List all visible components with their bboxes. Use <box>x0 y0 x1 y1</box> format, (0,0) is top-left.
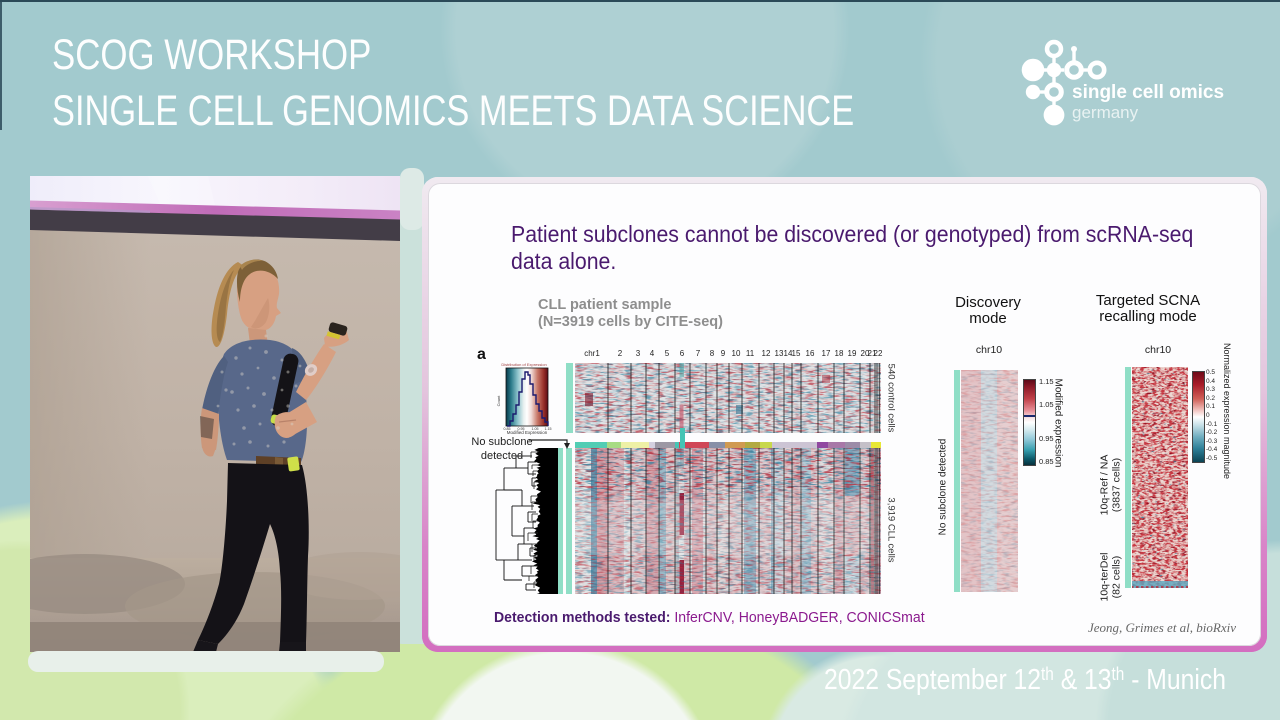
svg-text:1.15: 1.15 <box>545 427 552 431</box>
svg-text:Modified Expression: Modified Expression <box>507 430 548 435</box>
svg-text:single cell omics: single cell omics <box>1072 82 1224 103</box>
svg-text:0.85: 0.85 <box>504 427 511 431</box>
svg-text:Count: Count <box>496 395 501 407</box>
svg-text:germany: germany <box>1072 103 1139 122</box>
svg-text:0.95: 0.95 <box>518 427 525 431</box>
svg-text:1.05: 1.05 <box>532 427 539 431</box>
svg-text:Distribution of Expression: Distribution of Expression <box>501 362 546 367</box>
